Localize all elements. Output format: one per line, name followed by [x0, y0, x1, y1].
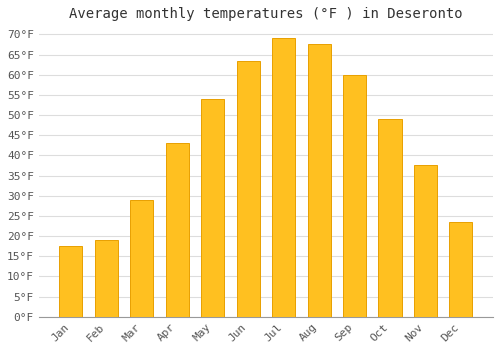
Bar [95, 240, 118, 317]
Bar [343, 75, 366, 317]
Bar [236, 61, 260, 317]
Bar [60, 246, 82, 317]
Bar [414, 166, 437, 317]
Bar [166, 143, 189, 317]
Bar [130, 200, 154, 317]
Bar [308, 44, 330, 317]
Bar [272, 38, 295, 317]
Title: Average monthly temperatures (°F ) in Deseronto: Average monthly temperatures (°F ) in De… [69, 7, 462, 21]
Bar [378, 119, 402, 317]
Bar [450, 222, 472, 317]
Bar [201, 99, 224, 317]
